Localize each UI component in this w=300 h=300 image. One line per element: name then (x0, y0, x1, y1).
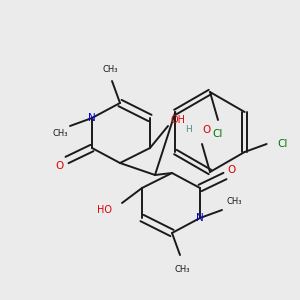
Text: Cl: Cl (213, 129, 223, 139)
Text: O: O (202, 125, 210, 135)
Text: CH₃: CH₃ (102, 64, 118, 74)
Text: CH₃: CH₃ (226, 197, 242, 206)
Text: OH: OH (170, 115, 185, 125)
Text: CH₃: CH₃ (174, 265, 190, 274)
Text: N: N (196, 213, 204, 223)
Text: O: O (56, 161, 64, 171)
Text: H: H (184, 125, 191, 134)
Text: N: N (88, 113, 96, 123)
Text: Cl: Cl (278, 139, 288, 149)
Text: O: O (228, 165, 236, 175)
Text: CH₃: CH₃ (52, 130, 68, 139)
Text: HO: HO (97, 205, 112, 215)
